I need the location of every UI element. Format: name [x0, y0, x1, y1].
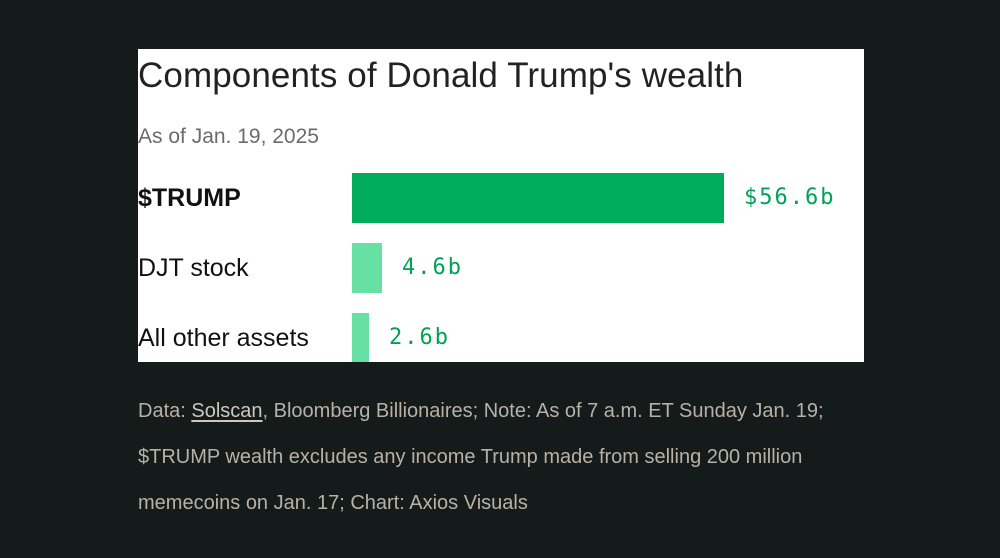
- category-label: DJT stock: [138, 254, 249, 282]
- footnote: Data: Solscan, Bloomberg Billionaires; N…: [138, 388, 898, 526]
- footnote-text: , Bloomberg Billionaires; Note: As of 7 …: [138, 400, 824, 514]
- bar: [352, 313, 369, 362]
- bar: [352, 173, 724, 223]
- data-label: 2.6b: [389, 325, 450, 350]
- chart-title: Components of Donald Trump's wealth: [138, 56, 744, 95]
- category-label: $TRUMP: [138, 184, 241, 212]
- data-label: 4.6b: [402, 255, 463, 280]
- footnote-prefix: Data:: [138, 400, 192, 422]
- data-label: $56.6b: [744, 185, 836, 210]
- category-label: All other assets: [138, 324, 309, 352]
- source-link-solscan[interactable]: Solscan: [191, 400, 263, 422]
- bar: [352, 243, 382, 293]
- chart-subtitle: As of Jan. 19, 2025: [138, 125, 319, 148]
- chart-card: Components of Donald Trump's wealth As o…: [138, 49, 864, 362]
